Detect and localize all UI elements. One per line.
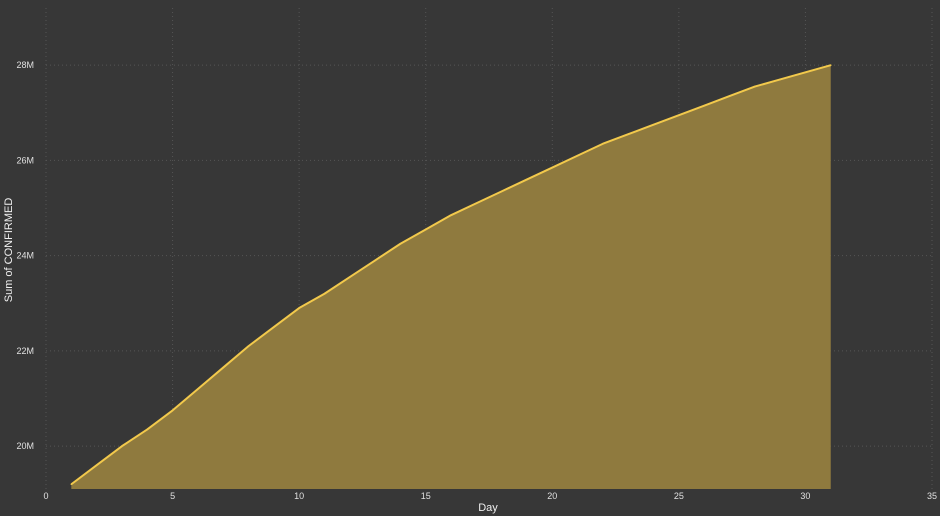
area-layer	[70, 64, 832, 490]
data-point[interactable]	[171, 409, 174, 412]
x-tick-label: 0	[43, 491, 48, 501]
data-point[interactable]	[602, 142, 604, 145]
data-point[interactable]	[323, 292, 326, 295]
data-point[interactable]	[121, 445, 123, 447]
data-point[interactable]	[70, 483, 73, 486]
data-point[interactable]	[424, 228, 427, 231]
y-axis-title: Sum of CONFIRMED	[3, 198, 15, 303]
data-point[interactable]	[500, 190, 503, 193]
y-tick-label: 26M	[16, 155, 34, 165]
data-point[interactable]	[95, 464, 98, 466]
data-point[interactable]	[576, 154, 579, 157]
data-point[interactable]	[829, 64, 832, 66]
data-point[interactable]	[222, 366, 224, 369]
data-point[interactable]	[146, 428, 149, 431]
data-point[interactable]	[475, 202, 478, 205]
data-point[interactable]	[374, 259, 376, 262]
data-point[interactable]	[703, 104, 705, 107]
data-point[interactable]	[197, 388, 199, 390]
x-axis: 0 5 10 15 20 25 30 35	[43, 491, 937, 501]
x-tick-label: 15	[421, 491, 431, 501]
data-point[interactable]	[551, 166, 554, 169]
x-axis-title: Day	[478, 502, 498, 514]
y-tick-label: 22M	[16, 346, 34, 356]
data-point[interactable]	[526, 178, 528, 181]
x-tick-label: 5	[170, 491, 175, 501]
data-point[interactable]	[804, 71, 807, 74]
data-point[interactable]	[348, 276, 351, 278]
data-point[interactable]	[247, 345, 250, 347]
y-tick-label: 20M	[16, 441, 34, 451]
data-point[interactable]	[627, 133, 630, 135]
x-tick-label: 20	[547, 491, 557, 501]
data-point[interactable]	[754, 85, 756, 88]
data-point[interactable]	[450, 214, 452, 216]
data-point[interactable]	[652, 123, 655, 126]
series-area	[71, 65, 831, 490]
data-point[interactable]	[399, 242, 402, 245]
y-tick-label: 24M	[16, 251, 34, 261]
y-axis: 20M 22M 24M 26M 28M	[16, 60, 34, 451]
data-point[interactable]	[779, 78, 781, 81]
y-tick-label: 28M	[16, 60, 34, 70]
x-tick-label: 35	[927, 491, 937, 501]
x-tick-label: 25	[674, 491, 684, 501]
x-tick-label: 10	[294, 491, 304, 501]
x-tick-label: 30	[800, 491, 810, 501]
data-point[interactable]	[678, 114, 680, 116]
data-point[interactable]	[273, 326, 275, 328]
data-point[interactable]	[728, 95, 731, 97]
data-point[interactable]	[298, 307, 300, 309]
